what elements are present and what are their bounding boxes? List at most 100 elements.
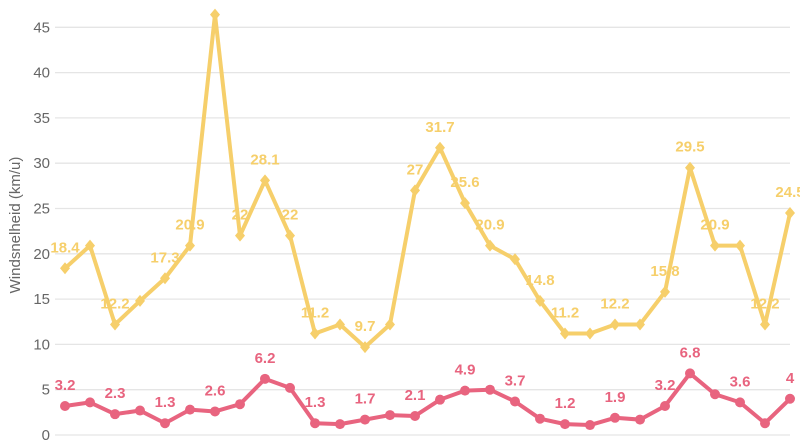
data-point[interactable] <box>560 327 570 340</box>
data-point[interactable] <box>585 327 595 340</box>
data-label: 25.6 <box>450 174 479 191</box>
data-point[interactable] <box>185 239 195 252</box>
y-tick-label: 5 <box>42 382 50 399</box>
data-point[interactable] <box>510 253 520 266</box>
data-label: 31.7 <box>425 119 454 136</box>
data-label: 20.9 <box>175 217 204 234</box>
data-point[interactable] <box>335 419 345 430</box>
data-point[interactable] <box>660 401 670 412</box>
data-point[interactable] <box>785 393 795 404</box>
data-label: 4 <box>786 370 795 387</box>
data-point[interactable] <box>410 184 420 197</box>
data-label: 12.2 <box>750 295 779 312</box>
data-point[interactable] <box>60 401 70 412</box>
y-axis-ticks: 0 5 10 15 20 25 30 35 40 45 <box>33 19 50 440</box>
data-point[interactable] <box>710 239 720 252</box>
data-point[interactable] <box>85 239 95 252</box>
data-point[interactable] <box>535 413 545 424</box>
data-label: 4.9 <box>455 362 476 379</box>
data-label: 20.9 <box>475 217 504 234</box>
data-label: 1.9 <box>605 389 626 406</box>
data-label: 1.3 <box>305 394 326 411</box>
data-label: 3.7 <box>505 372 526 389</box>
data-point[interactable] <box>485 384 495 395</box>
data-point[interactable] <box>135 294 145 307</box>
data-label: 3.6 <box>730 373 751 390</box>
data-point[interactable] <box>110 318 120 331</box>
y-tick-label: 10 <box>33 336 50 353</box>
data-point[interactable] <box>110 409 120 420</box>
data-point[interactable] <box>735 397 745 408</box>
data-point[interactable] <box>385 318 395 331</box>
data-point[interactable] <box>160 272 170 285</box>
data-point[interactable] <box>785 207 795 220</box>
data-label: 12.2 <box>100 295 129 312</box>
data-point[interactable] <box>435 394 445 405</box>
data-point[interactable] <box>560 419 570 430</box>
data-point[interactable] <box>760 318 770 331</box>
data-labels-layer: 18.4 12.2 17.3 20.9 22 28.1 22 11.2 9.7 27 31.7 25.… <box>50 119 800 412</box>
data-point[interactable] <box>135 405 145 416</box>
data-point[interactable] <box>535 294 545 307</box>
data-point[interactable] <box>210 406 220 417</box>
data-point[interactable] <box>360 341 370 354</box>
data-label: 11.2 <box>301 305 329 322</box>
y-tick-label: 20 <box>33 246 50 263</box>
data-label: 24.5 <box>775 184 800 201</box>
data-label: 12.2 <box>600 295 629 312</box>
data-label: 22 <box>232 207 249 224</box>
data-point[interactable] <box>285 382 295 393</box>
data-point[interactable] <box>235 229 245 242</box>
data-point[interactable] <box>85 397 95 408</box>
data-point[interactable] <box>310 327 320 340</box>
data-label: 6.8 <box>680 344 701 361</box>
data-label: 6.2 <box>255 350 276 367</box>
data-point[interactable] <box>385 410 395 421</box>
data-point[interactable] <box>685 161 695 174</box>
data-label: 2.1 <box>405 387 426 404</box>
data-point[interactable] <box>760 418 770 429</box>
data-point[interactable] <box>235 399 245 410</box>
data-point[interactable] <box>485 239 495 252</box>
data-point[interactable] <box>160 418 170 429</box>
data-point[interactable] <box>710 389 720 400</box>
data-point[interactable] <box>610 318 620 331</box>
data-point[interactable] <box>585 420 595 431</box>
data-point[interactable] <box>635 318 645 331</box>
data-point[interactable] <box>685 368 695 379</box>
data-point[interactable] <box>435 141 445 154</box>
data-label: 22 <box>282 207 299 224</box>
y-tick-label: 0 <box>42 427 50 440</box>
data-label: 17.3 <box>150 249 179 266</box>
data-point[interactable] <box>335 318 345 331</box>
data-point[interactable] <box>310 418 320 429</box>
y-tick-label: 40 <box>33 65 50 82</box>
data-label: 14.8 <box>525 272 554 289</box>
data-point[interactable] <box>60 262 70 275</box>
data-label: 2.6 <box>205 382 226 399</box>
data-point[interactable] <box>185 404 195 415</box>
series-layer <box>60 8 795 431</box>
data-point[interactable] <box>210 8 220 21</box>
data-label: 3.2 <box>55 377 76 394</box>
data-point[interactable] <box>735 239 745 252</box>
data-point[interactable] <box>460 197 470 210</box>
y-tick-label: 35 <box>33 110 50 127</box>
data-label: 9.7 <box>355 318 376 335</box>
data-point[interactable] <box>260 373 270 384</box>
data-point[interactable] <box>660 285 670 298</box>
data-label: 1.2 <box>555 395 576 412</box>
data-point[interactable] <box>610 412 620 423</box>
data-label: 15.8 <box>650 263 679 280</box>
y-tick-label: 45 <box>33 19 50 36</box>
data-point[interactable] <box>410 410 420 421</box>
data-point[interactable] <box>360 414 370 425</box>
y-tick-label: 15 <box>33 291 50 308</box>
data-point[interactable] <box>285 229 295 242</box>
data-point[interactable] <box>460 385 470 396</box>
data-point[interactable] <box>510 396 520 407</box>
y-axis-label: Windsnelheid (km/u) <box>7 157 24 294</box>
data-point[interactable] <box>635 414 645 425</box>
data-point[interactable] <box>260 174 270 187</box>
